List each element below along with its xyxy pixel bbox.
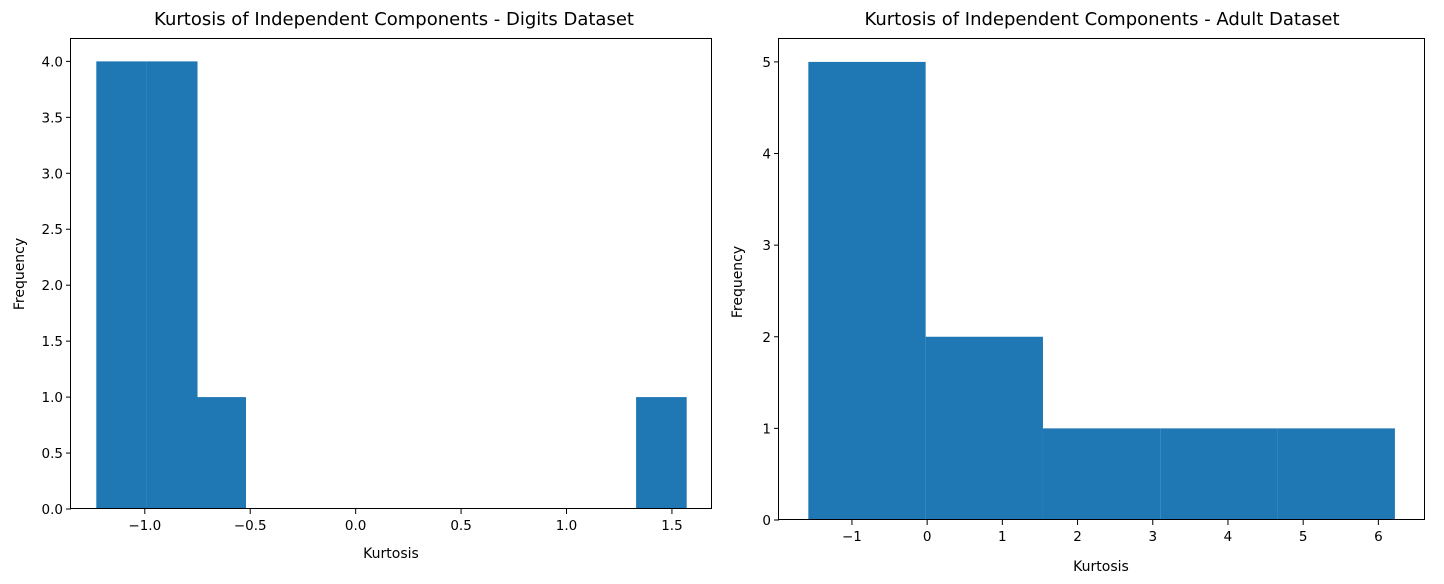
y-tick-label: 4 xyxy=(762,147,771,163)
y-tick-label: 2.5 xyxy=(42,222,63,238)
histogram-bar xyxy=(1277,428,1395,520)
y-tick-label: 0.0 xyxy=(42,502,63,518)
bars xyxy=(808,61,1395,521)
chart-title: Kurtosis of Independent Components - Dig… xyxy=(154,9,634,30)
x-ticks: −1 0 1 2 3 4 5 6 xyxy=(842,520,1383,545)
x-tick-label: 3 xyxy=(1148,529,1157,545)
y-tick-label: 3 xyxy=(762,238,771,254)
histogram-bar xyxy=(96,61,147,509)
y-axis-label: Frequency xyxy=(12,238,28,310)
x-tick-label: 0.5 xyxy=(450,518,471,534)
axes-frame xyxy=(70,38,712,509)
x-ticks: −1.0 −0.5 0.0 0.5 1.0 1.5 xyxy=(128,509,683,534)
y-tick-label: 0.5 xyxy=(42,446,63,462)
histogram-bar xyxy=(146,61,198,509)
y-tick-label: 3.5 xyxy=(42,110,63,126)
x-tick-label: 0 xyxy=(923,529,932,545)
y-tick-label: 5 xyxy=(762,55,771,71)
bars xyxy=(96,61,687,509)
axes-frame xyxy=(778,38,1425,520)
x-tick-label: 1.0 xyxy=(556,518,577,534)
chart-digits: Kurtosis of Independent Components - Dig… xyxy=(12,9,712,562)
y-ticks: 0 1 2 3 4 5 xyxy=(762,55,779,529)
x-axis-label: Kurtosis xyxy=(1073,559,1129,575)
histogram-bar xyxy=(1042,428,1161,520)
y-tick-label: 2 xyxy=(762,330,771,346)
x-tick-label: 5 xyxy=(1299,529,1308,545)
y-tick-label: 4.0 xyxy=(42,54,63,70)
histogram-bar xyxy=(197,397,247,509)
y-tick-label: 0 xyxy=(762,513,771,529)
x-tick-label: 6 xyxy=(1374,529,1383,545)
y-tick-label: 1.0 xyxy=(42,390,63,406)
x-tick-label: −0.5 xyxy=(234,518,267,534)
histogram-bar xyxy=(1160,428,1278,520)
chart-adult: Kurtosis of Independent Components - Adu… xyxy=(730,9,1425,575)
x-tick-label: 2 xyxy=(1073,529,1082,545)
histogram-bar xyxy=(808,61,926,521)
x-axis-label: Kurtosis xyxy=(363,546,419,562)
y-tick-label: 1.5 xyxy=(42,334,63,350)
x-tick-label: 1 xyxy=(998,529,1007,545)
histogram-bar xyxy=(925,336,1043,520)
x-tick-label: −1 xyxy=(842,529,862,545)
x-tick-label: 1.5 xyxy=(661,518,682,534)
chart-title: Kurtosis of Independent Components - Adu… xyxy=(864,9,1339,30)
y-tick-label: 1 xyxy=(762,421,771,437)
y-tick-label: 3.0 xyxy=(42,166,63,182)
x-tick-label: 0.0 xyxy=(345,518,366,534)
y-axis-label: Frequency xyxy=(730,246,746,318)
x-tick-label: −1.0 xyxy=(128,518,161,534)
x-tick-label: 4 xyxy=(1224,529,1233,545)
histogram-bar xyxy=(636,397,687,509)
y-tick-label: 2.0 xyxy=(42,278,63,294)
y-ticks: 0.0 0.5 1.0 1.5 2.0 2.5 3.0 3.5 4.0 xyxy=(42,54,71,518)
